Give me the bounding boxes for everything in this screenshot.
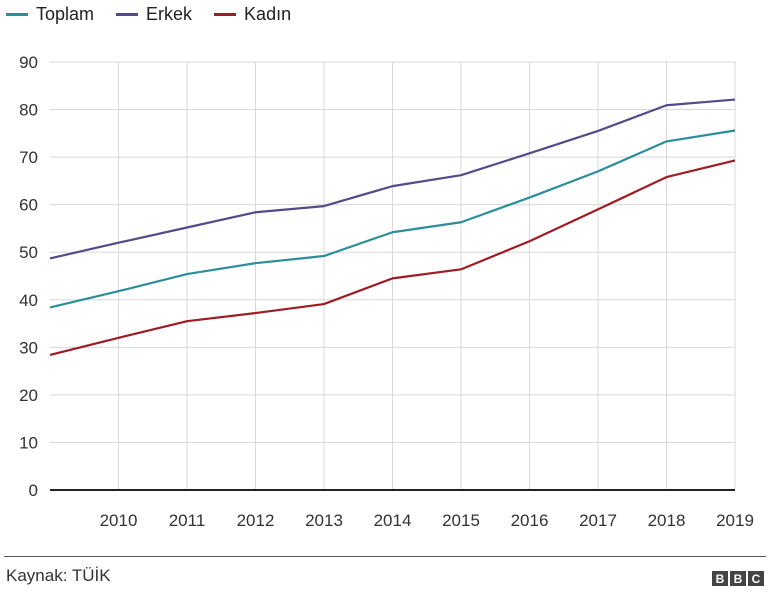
bbc-logo-letter: B: [712, 571, 728, 586]
legend-label: Toplam: [36, 4, 95, 24]
y-tick-label: 70: [19, 148, 38, 167]
y-tick-label: 40: [19, 291, 38, 310]
footer-divider: [4, 556, 766, 557]
x-tick-label: 2016: [511, 511, 549, 530]
y-tick-label: 50: [19, 243, 38, 262]
y-tick-label: 90: [19, 53, 38, 72]
line-chart: 0 10 20 30 40 50 60 70 80 90 2010 2011 2012 2013 2014 2…: [19, 53, 754, 530]
bbc-logo: B B C: [712, 571, 764, 586]
legend-item-erkek: Erkek: [116, 4, 192, 25]
legend-swatch: [116, 13, 139, 16]
bbc-logo-letter: C: [748, 571, 764, 586]
legend-label: Kadın: [244, 4, 292, 24]
y-tick-label: 20: [19, 386, 38, 405]
x-tick-label: 2015: [442, 511, 480, 530]
legend: Toplam Erkek Kadın: [6, 4, 291, 25]
series-line-erkek: [49, 98, 736, 260]
x-tick-label: 2011: [169, 511, 206, 530]
source-text: Kaynak: TÜİK: [6, 566, 111, 585]
x-tick-label: 2013: [305, 511, 343, 530]
legend-swatch: [6, 13, 28, 16]
series-line-kadın: [49, 159, 736, 357]
x-tick-label: 2019: [716, 511, 754, 530]
x-tick-label: 2012: [237, 511, 275, 530]
legend-swatch: [214, 13, 237, 16]
x-tick-label: 2014: [374, 511, 412, 530]
bbc-logo-letter: B: [730, 571, 746, 586]
legend-item-kadin: Kadın: [214, 4, 291, 25]
x-tick-label: 2010: [100, 511, 138, 530]
legend-label: Erkek: [146, 4, 193, 24]
x-tick-label: 2018: [648, 511, 686, 530]
y-tick-label: 0: [29, 481, 38, 500]
y-tick-label: 80: [19, 101, 38, 120]
y-tick-label: 10: [19, 433, 38, 452]
legend-item-toplam: Toplam: [6, 4, 94, 25]
y-tick-label: 30: [19, 338, 38, 357]
series-line-toplam: [49, 129, 736, 309]
y-tick-label: 60: [19, 196, 38, 215]
x-tick-label: 2017: [579, 511, 617, 530]
